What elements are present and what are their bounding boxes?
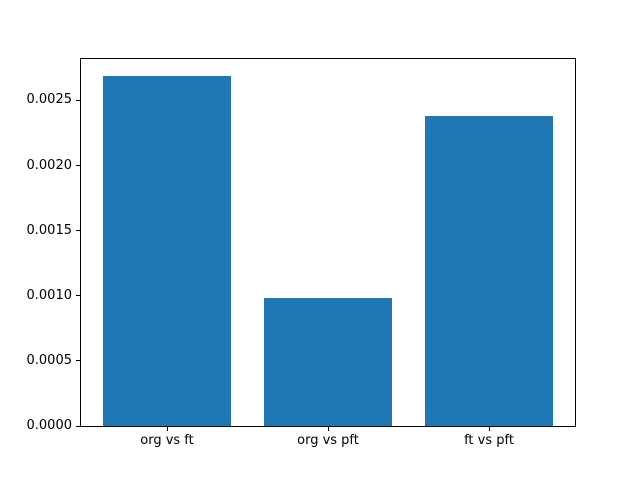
y-tick-label: 0.0005 (26, 352, 73, 368)
y-tick-mark (76, 425, 80, 427)
x-tick-label-org-vs-pft: org vs pft (297, 433, 359, 448)
bar-org-vs-ft (102, 75, 232, 426)
y-tick-mark (76, 230, 80, 232)
x-tick-mark (328, 427, 329, 431)
x-tick-mark (167, 427, 168, 431)
y-tick-label: 0.0000 (26, 418, 73, 433)
y-tick-label: 0.0020 (26, 157, 73, 173)
x-tick-label-org-vs-ft: org vs ft (140, 433, 194, 448)
y-tick-label: 0.0010 (26, 287, 73, 303)
bar-org-vs-pft (263, 298, 393, 426)
bar-ft-vs-pft (424, 116, 554, 426)
y-tick-label: 0.0025 (26, 92, 73, 108)
y-tick-mark (76, 99, 80, 101)
y-tick-mark (76, 360, 80, 362)
x-tick-label-ft-vs-pft: ft vs pft (464, 433, 514, 448)
y-tick-label: 0.0015 (26, 222, 73, 238)
y-tick-mark (76, 295, 80, 297)
y-tick-mark (76, 165, 80, 166)
x-tick-mark (489, 427, 490, 431)
